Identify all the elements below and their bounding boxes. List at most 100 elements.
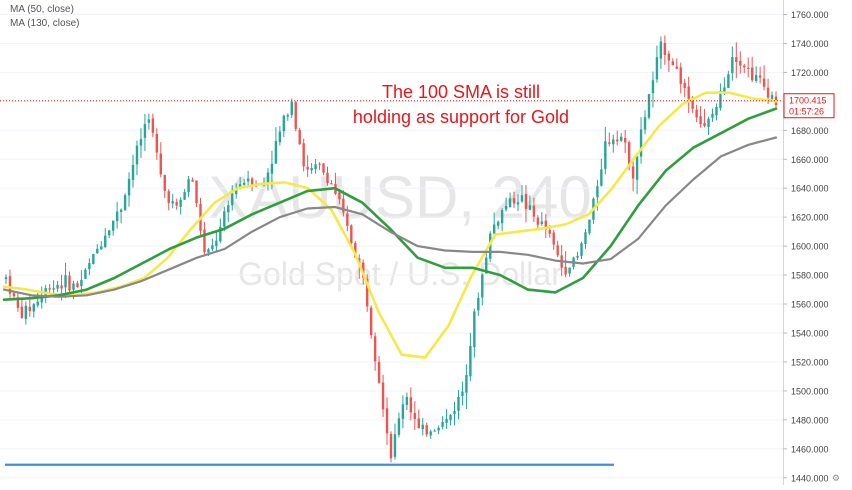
candle-body (496, 221, 500, 226)
candle-body (747, 67, 750, 69)
candle-body (68, 275, 71, 291)
candle-body (159, 153, 162, 175)
candle-body (445, 418, 448, 423)
candle-body (473, 311, 476, 348)
candle-body (215, 240, 218, 247)
candle-body (36, 301, 39, 306)
candle-body (104, 235, 107, 247)
last-price-value: 1700.415 (789, 96, 827, 106)
moving-average-line (2, 91, 778, 359)
y-tick-label: 1620.000 (791, 213, 829, 223)
candle-body (536, 217, 540, 225)
candle-body (516, 202, 520, 205)
candle-body (711, 113, 714, 118)
y-tick-label: 1760.000 (791, 10, 829, 20)
candle-body (365, 278, 369, 307)
candle-body (92, 254, 95, 264)
candle-body (580, 243, 583, 256)
candle-body (727, 74, 730, 88)
candle-body (56, 284, 59, 289)
candle-body (715, 106, 718, 116)
candle-body (477, 297, 480, 311)
candle-body (766, 87, 770, 98)
candle-body (294, 102, 297, 129)
candle-body (135, 145, 139, 165)
candle-body (270, 163, 274, 174)
candle-body (627, 142, 631, 168)
candle-body (735, 57, 738, 62)
y-tick-label: 1680.000 (791, 126, 829, 136)
y-tick-label: 1740.000 (791, 39, 829, 49)
candle-body (191, 180, 194, 182)
candle-body (520, 195, 524, 202)
y-tick-label: 1440.000 (791, 473, 829, 483)
candle-body (377, 361, 381, 383)
candle-body (115, 211, 119, 222)
candle-body (588, 219, 591, 234)
candle-body (358, 258, 361, 263)
candle-body (32, 304, 35, 312)
candle-body (155, 134, 159, 153)
candle-body (508, 198, 512, 208)
candle-body (282, 115, 286, 132)
candle-body (739, 60, 742, 66)
candle-body (441, 421, 444, 427)
candle-body (207, 249, 210, 253)
candle-body (695, 109, 698, 118)
candle-body (568, 267, 571, 274)
candle-body (719, 90, 722, 109)
candle-body (330, 183, 333, 185)
candle-body (770, 95, 774, 99)
candle-body (346, 213, 349, 226)
candle-body (500, 210, 504, 224)
candle-body (461, 391, 464, 396)
candle-body (679, 67, 682, 84)
moving-average-line (2, 136, 778, 298)
candle-body (203, 229, 206, 253)
candle-body (211, 245, 214, 250)
candle-body (556, 245, 559, 256)
candle-body (564, 266, 567, 275)
candle-body (492, 224, 496, 234)
candle-body (393, 434, 397, 457)
candle-body (52, 288, 55, 290)
candle-body (278, 131, 282, 143)
candle-body (457, 397, 460, 411)
candle-body (655, 57, 659, 80)
candle-body (338, 192, 341, 200)
candle-body (266, 172, 270, 185)
candle-body (433, 430, 436, 432)
y-tick-label: 1500.000 (791, 386, 829, 396)
candle-body (453, 411, 456, 415)
y-tick-label: 1640.000 (791, 184, 829, 194)
candle-body (373, 336, 377, 362)
candle-body (600, 169, 603, 186)
candle-body (235, 189, 238, 194)
moving-average-lines (2, 91, 778, 359)
candle-body (179, 199, 182, 207)
legend-ma-130[interactable]: MA (130, close) (10, 18, 80, 29)
candle-body (219, 226, 222, 242)
y-tick-label: 1660.000 (791, 155, 829, 165)
tradingview-logo-icon: ⚙ (831, 474, 840, 484)
candle-body (171, 201, 174, 204)
y-tick-label: 1600.000 (791, 242, 829, 252)
candle-body (750, 67, 754, 81)
legend-ma-50[interactable]: MA (50, close) (10, 4, 74, 15)
candle-body (385, 408, 389, 434)
candle-body (175, 202, 178, 206)
candle-body (60, 285, 63, 289)
y-tick-label: 1540.000 (791, 328, 829, 338)
candle-body (703, 122, 706, 127)
candle-body (123, 195, 127, 211)
candle-body (675, 66, 678, 69)
candle-body (401, 404, 405, 419)
candle-body (687, 86, 690, 99)
y-tick-label: 1520.000 (791, 357, 829, 367)
last-price-box (783, 93, 835, 119)
y-tick-label: 1480.000 (791, 415, 829, 425)
y-tick-label: 1720.000 (791, 68, 829, 78)
last-price-countdown: 01:57:26 (789, 107, 824, 117)
candle-body (631, 166, 635, 179)
candle-body (143, 124, 147, 138)
